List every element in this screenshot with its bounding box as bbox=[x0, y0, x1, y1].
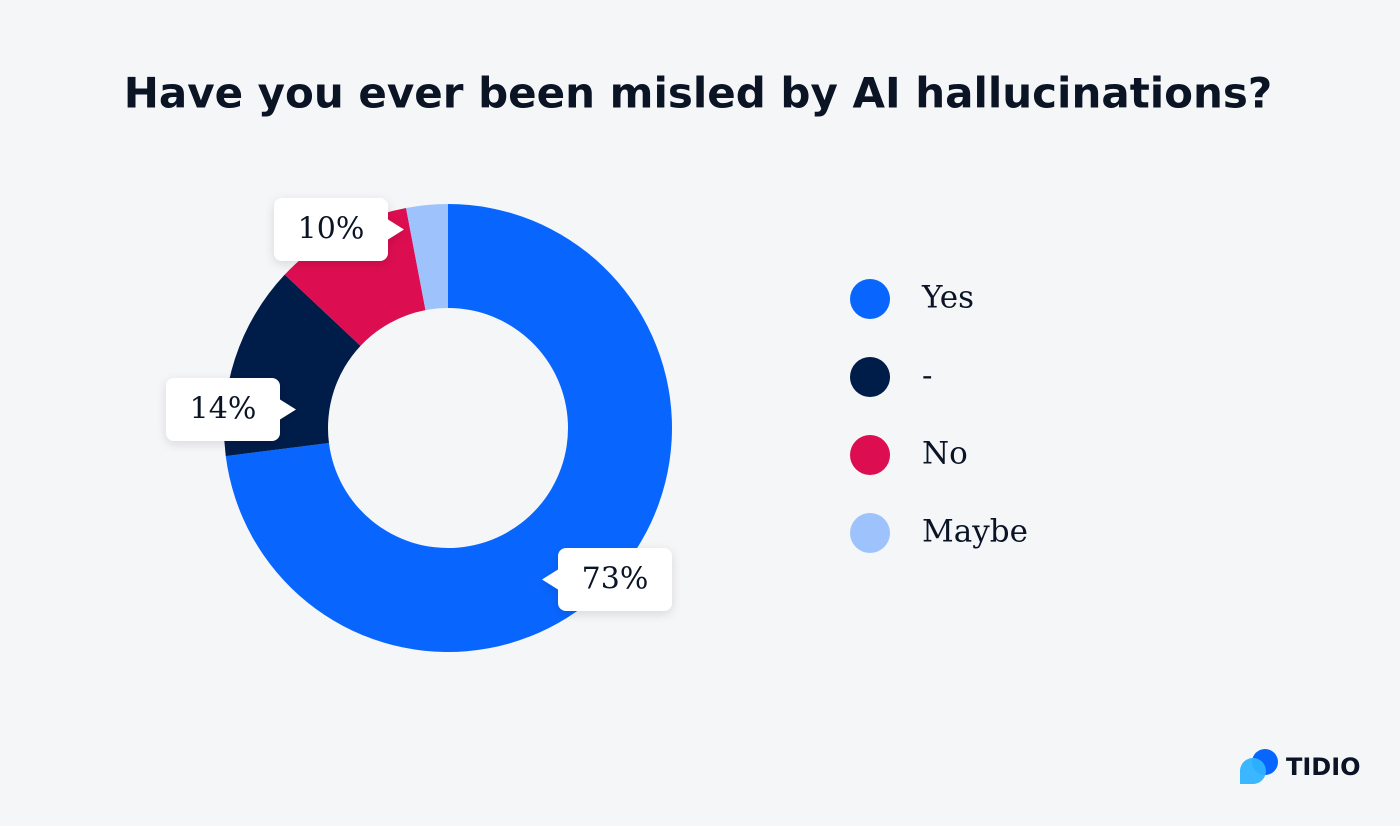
callout-pointer bbox=[542, 569, 558, 590]
legend-swatch bbox=[850, 279, 890, 319]
slice bbox=[284, 207, 426, 346]
callout-pointer bbox=[280, 399, 296, 420]
slice bbox=[406, 204, 448, 311]
chart-title: Have you ever been misled by AI hallucin… bbox=[124, 69, 1273, 118]
callout-box bbox=[274, 198, 388, 261]
logo: TIDIO bbox=[1240, 749, 1361, 784]
callout-pointer bbox=[388, 219, 404, 240]
callout bbox=[166, 378, 296, 441]
legend-label: - bbox=[922, 358, 932, 394]
slice bbox=[225, 204, 673, 652]
legend-swatch bbox=[850, 357, 890, 397]
data-label: 10% bbox=[298, 212, 365, 247]
callout bbox=[542, 548, 672, 611]
legend-swatch bbox=[850, 513, 890, 553]
legend-label: Yes bbox=[921, 280, 974, 316]
callout-box bbox=[558, 548, 672, 611]
callout bbox=[274, 198, 404, 261]
brand-name: TIDIO bbox=[1286, 753, 1361, 781]
callout-box bbox=[166, 378, 280, 441]
legend-label: Maybe bbox=[922, 514, 1028, 550]
data-label: 73% bbox=[582, 562, 649, 597]
legend-swatch bbox=[850, 435, 890, 475]
data-label: 14% bbox=[190, 392, 257, 427]
legend-label: No bbox=[922, 436, 968, 472]
